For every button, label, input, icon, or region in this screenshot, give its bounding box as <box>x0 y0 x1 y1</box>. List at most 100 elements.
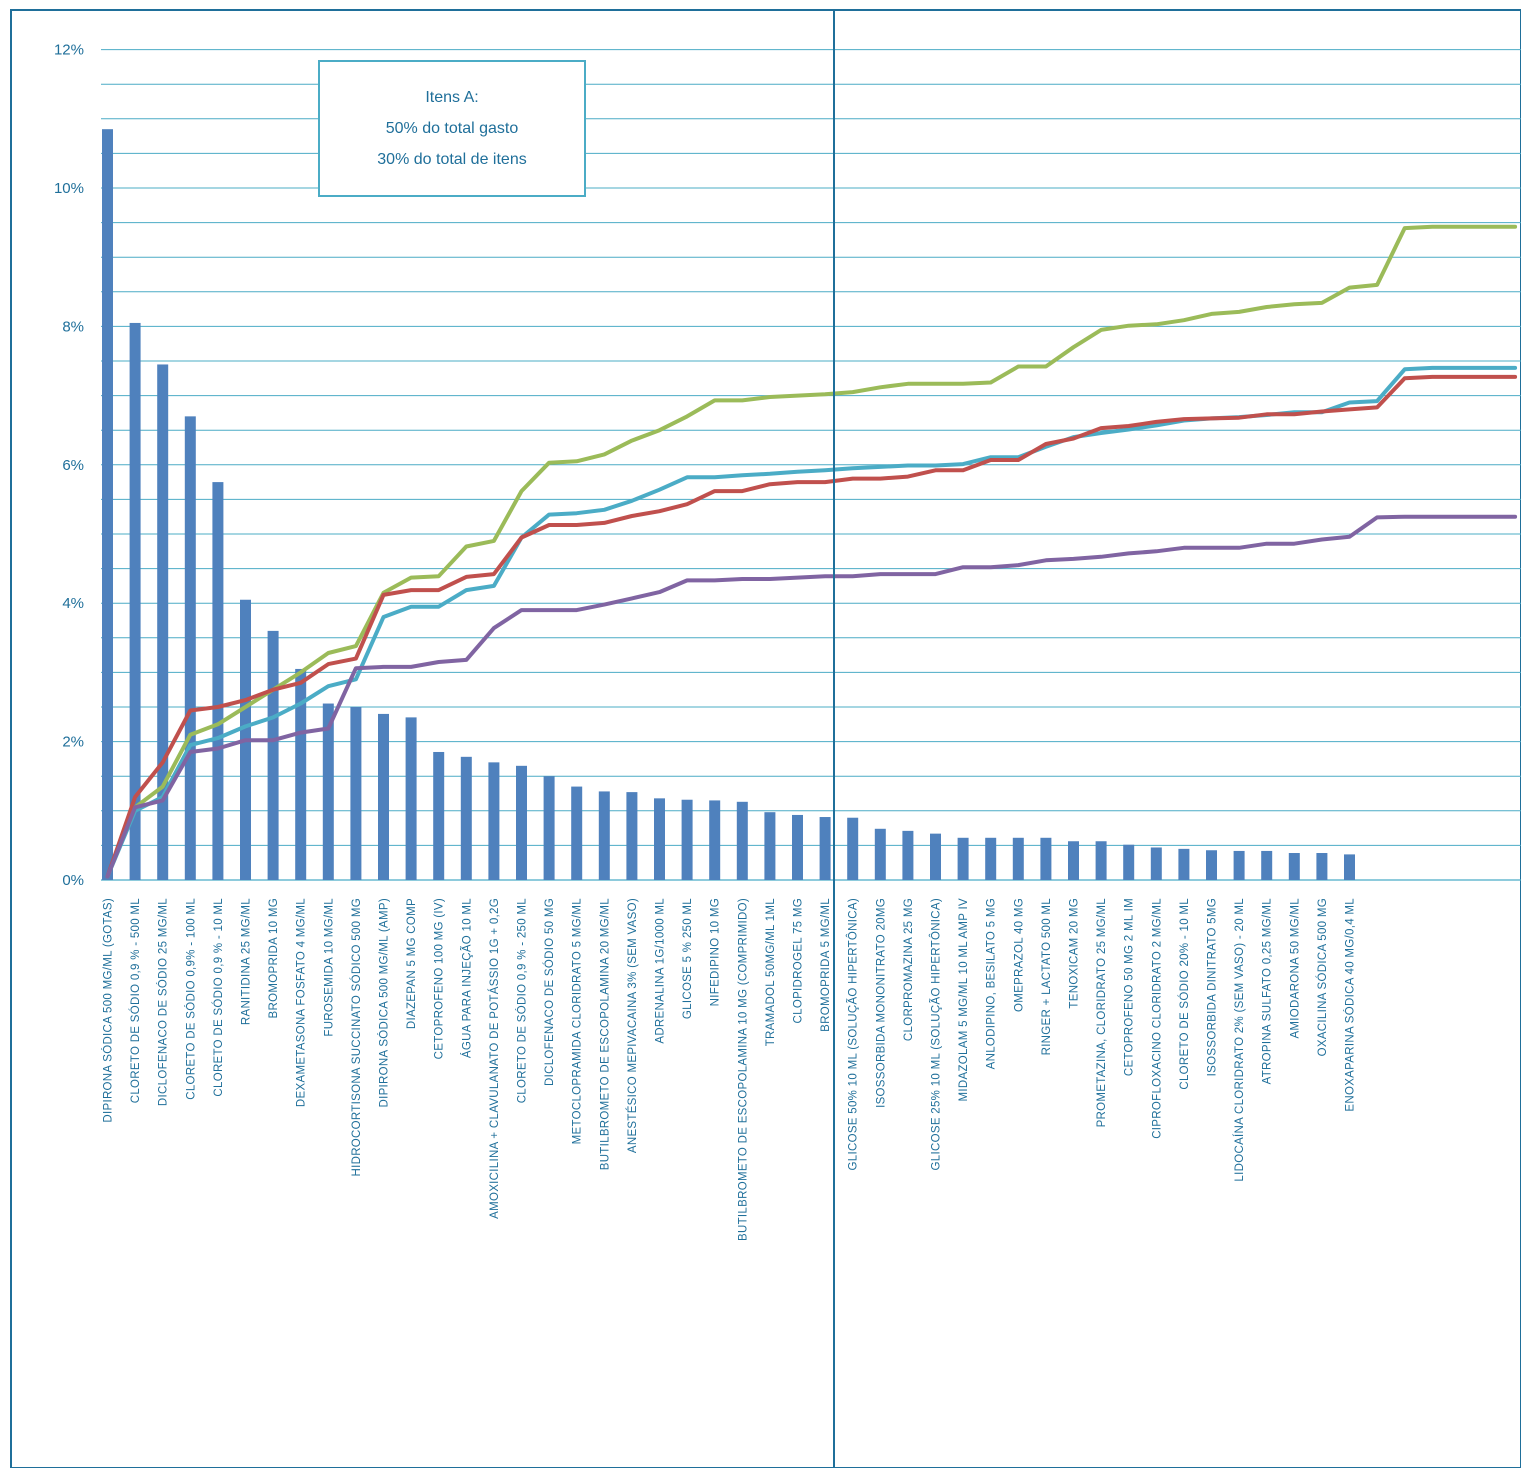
x-tick-label: ATROPINA SULFATO 0,25 MG/ML <box>1262 898 1274 1085</box>
bar <box>1344 854 1355 880</box>
bar <box>433 751 445 880</box>
bar <box>1123 844 1135 880</box>
y-tick-label: 0% <box>62 872 84 889</box>
bar <box>819 817 831 880</box>
bar <box>1206 850 1217 880</box>
x-tick-label: DICLOFENACO DE SÓDIO 50 MG <box>543 898 556 1086</box>
bar <box>709 800 721 880</box>
bar <box>405 717 417 880</box>
annotation-line-3: 30% do total de itens <box>377 151 526 168</box>
x-tick-label: CLORETO DE SÓDIO 20% - 10 ML <box>1178 898 1191 1090</box>
bar <box>460 756 472 880</box>
x-tick-label: ANLODIPINO, BESILATO 5 MG <box>986 898 998 1069</box>
annotation-line-2: 50% do total gasto <box>386 120 519 137</box>
x-tick-label: GLICOSE 50% 10 ML (SOLUÇÃO HIPERTÔNICA) <box>847 898 860 1170</box>
bar <box>1095 841 1107 880</box>
y-tick-label: 6% <box>62 457 84 474</box>
y-tick-label: 4% <box>62 595 84 612</box>
bar <box>516 765 527 880</box>
bar <box>1261 850 1273 880</box>
x-tick-label: CLORETO DE SÓDIO 0,9% - 100 ML <box>184 898 197 1100</box>
bar <box>543 776 555 880</box>
chart-frame <box>10 9 1521 1468</box>
bar <box>681 799 693 880</box>
x-tick-label: DIPIRONA SÓDICA 500 MG/ML (AMP) <box>378 898 391 1108</box>
x-tick-label: BROMOPRIDA 5 MG/ML <box>820 898 832 1032</box>
bar <box>957 837 969 880</box>
x-tick-label: CLORETO DE SÓDIO 0,9 % - 250 ML <box>516 898 529 1104</box>
annotation-frame <box>318 60 586 197</box>
x-tick-label: RINGER + LACTATO 500 ML <box>1041 898 1053 1056</box>
x-tick-label: CLORETO DE SÓDIO 0,9 % - 10 ML <box>212 898 225 1097</box>
x-tick-label: LIDOCAÍNA CLORIDRATO 2% (SEM VASO) - 20 … <box>1233 898 1246 1182</box>
bar <box>350 707 362 880</box>
y-tick-label: 8% <box>62 318 84 335</box>
bar <box>267 630 279 880</box>
x-tick-label: BUTILBROMETO DE ESCOPOLAMINA 10 MG (COMP… <box>737 898 749 1241</box>
annotation-box: Itens A: 50% do total gasto 30% do total… <box>318 60 586 197</box>
cumulative-lines <box>105 224 1518 879</box>
bar <box>1068 841 1079 880</box>
x-tick-label: RANITIDINA 25 MG/ML <box>241 898 253 1025</box>
cumulative-line <box>105 224 1518 879</box>
x-tick-label: MIDAZOLAM 5 MG/ML 10 ML AMP IV <box>958 898 970 1102</box>
y-tick-label: 10% <box>54 180 84 197</box>
y-axis-ticks: 0% 2% 4% 6% 8% 10% 12% <box>54 42 84 889</box>
bar <box>1150 847 1162 880</box>
x-tick-label: CLORETO DE SÓDIO 0,9 % - 500 ML <box>129 898 142 1104</box>
bar <box>764 812 776 880</box>
x-tick-label: PROMETAZINA, CLORIDRATO 25 MG/ML <box>1096 898 1108 1128</box>
bar <box>157 364 169 881</box>
bar <box>1233 850 1245 880</box>
x-tick-label: OXACILINA SÓDICA 500 MG <box>1316 898 1329 1056</box>
annotation-line-1: Itens A: <box>425 89 478 106</box>
x-tick-label: CETOPROFENO 100 MG (IV) <box>434 898 446 1059</box>
bar <box>847 817 859 880</box>
bar <box>930 833 941 880</box>
x-tick-label: ISOSSORBIDA MONONITRATO 20MG <box>875 898 887 1108</box>
x-tick-label: BROMOPRIDA 10 MG <box>268 898 280 1018</box>
bar <box>626 792 638 880</box>
bar <box>736 801 748 880</box>
bar <box>1012 837 1024 880</box>
y-tick-label: 2% <box>62 734 84 751</box>
cumulative-line <box>105 514 1518 879</box>
x-tick-label: OMEPRAZOL 40 MG <box>1013 898 1025 1012</box>
bar <box>792 814 803 880</box>
x-tick-label: DEXAMETASONA FOSFATO 4 MG/ML <box>296 898 308 1107</box>
x-tick-label: TENOXICAM 20 MG <box>1069 898 1081 1009</box>
bar <box>985 837 997 880</box>
cumulative-line <box>105 374 1518 879</box>
x-tick-label: CIPROFLOXACINO CLORIDRATO 2 MG/ML <box>1151 898 1163 1139</box>
x-tick-label: METOCLOPRAMIDA CLORIDRATO 5 MG/ML <box>572 898 584 1145</box>
x-tick-label: GLICOSE 25% 10 ML (SOLUÇÃO HIPERTÔNICA) <box>930 898 943 1170</box>
x-tick-label: DIPIRONA SÓDICA 500 MG/ML (GOTAS) <box>102 898 115 1123</box>
x-tick-label: ISOSSORBIDA DINITRATO 5MG <box>1207 898 1219 1076</box>
x-tick-label: CETOPROFENO 50 MG 2 ML IM <box>1124 898 1136 1076</box>
x-tick-label: CLORPROMAZINA 25 MG <box>903 898 915 1041</box>
x-tick-label: CLOPIDROGEL 75 MG <box>793 898 805 1023</box>
x-tick-label: HIDROCORTISONA SUCCINATO SÓDICO 500 MG <box>350 898 363 1177</box>
bar <box>488 762 500 880</box>
x-tick-label: ENOXAPARINA SÓDICA 40 MG/0,4 ML <box>1344 898 1357 1112</box>
x-tick-label: TRAMADOL 50MG/ML 1ML <box>765 898 777 1047</box>
bar <box>1178 848 1190 880</box>
y-tick-label: 12% <box>54 42 84 59</box>
x-tick-label: DIAZEPAN 5 MG COMP <box>406 898 418 1029</box>
bar <box>129 322 141 880</box>
bar <box>1316 853 1328 880</box>
bar <box>102 129 113 880</box>
x-tick-label: FUROSEMIDA 10 MG/ML <box>323 898 335 1037</box>
bar <box>184 416 196 880</box>
bar <box>1040 837 1052 880</box>
bar <box>598 791 610 880</box>
x-tick-label: NIFEDIPINO 10 MG <box>710 898 722 1006</box>
bar <box>874 828 886 880</box>
x-tick-label: ADRENALINA 1G/1000 ML <box>655 898 667 1044</box>
bar <box>654 798 665 880</box>
bar <box>295 668 307 880</box>
bar <box>212 482 224 880</box>
bar <box>1288 853 1300 880</box>
bar <box>902 830 914 880</box>
